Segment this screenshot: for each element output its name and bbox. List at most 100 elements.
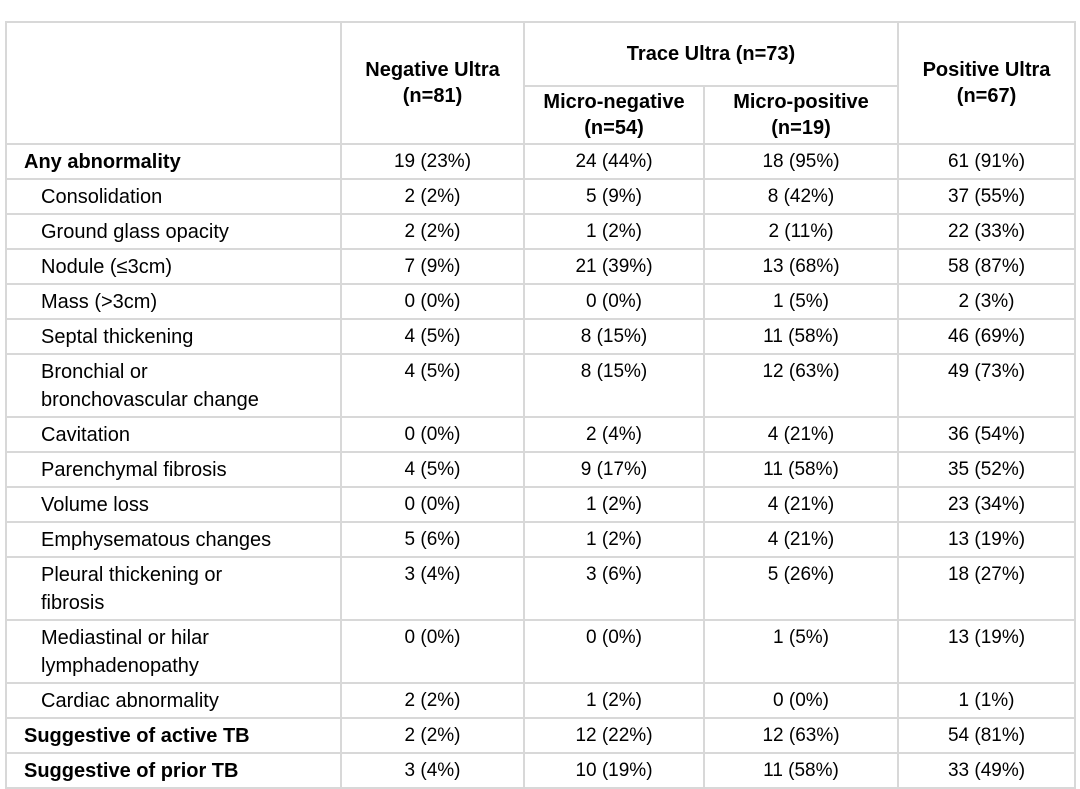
row-value: 8 (42%): [702, 178, 900, 215]
row-value: 4 (5%): [340, 353, 525, 418]
row-value: 2 (2%): [340, 682, 525, 719]
row-value: 18 (95%): [702, 143, 900, 180]
row-value: 3 (4%): [340, 556, 525, 621]
row-label: Consolidation: [5, 178, 342, 215]
header-micro-positive: Micro-positive (n=19): [702, 85, 900, 145]
row-value: 11 (58%): [702, 451, 900, 488]
header-micro-negative: Micro-negative (n=54): [523, 85, 705, 145]
row-value: 13 (68%): [702, 248, 900, 285]
ct-findings-table: Negative Ultra (n=81) Trace Ultra (n=73)…: [5, 21, 1077, 789]
table-row: Any abnormality 19 (23%) 24 (44%) 18 (95…: [5, 143, 1077, 180]
row-value: 12 (63%): [702, 353, 900, 418]
row-value: 0 (0%): [702, 682, 900, 719]
row-value: 36 (54%): [897, 416, 1077, 453]
row-label: Pleural thickening or fibrosis: [5, 556, 342, 621]
table-row: Pleural thickening or fibrosis 3 (4%) 3 …: [5, 556, 1077, 621]
row-value: 8 (15%): [523, 353, 705, 418]
row-value: 1 (1%): [897, 682, 1077, 719]
table-row: Parenchymal fibrosis 4 (5%) 9 (17%) 11 (…: [5, 451, 1077, 488]
row-label: Mediastinal or hilar lymphadenopathy: [5, 619, 342, 684]
row-value: 3 (6%): [523, 556, 705, 621]
table-body: Any abnormality 19 (23%) 24 (44%) 18 (95…: [5, 143, 1077, 789]
table-header: Negative Ultra (n=81) Trace Ultra (n=73)…: [5, 21, 1077, 145]
row-label: Nodule (≤3cm): [5, 248, 342, 285]
table-row: Cavitation 0 (0%) 2 (4%) 4 (21%) 36 (54%…: [5, 416, 1077, 453]
row-value: 35 (52%): [897, 451, 1077, 488]
row-value: 0 (0%): [340, 486, 525, 523]
row-value: 54 (81%): [897, 717, 1077, 754]
row-value: 22 (33%): [897, 213, 1077, 250]
row-value: 4 (21%): [702, 521, 900, 558]
table-row: Suggestive of prior TB 3 (4%) 10 (19%) 1…: [5, 752, 1077, 789]
row-value: 46 (69%): [897, 318, 1077, 355]
table-row: Cardiac abnormality 2 (2%) 1 (2%) 0 (0%)…: [5, 682, 1077, 719]
table-row: Septal thickening 4 (5%) 8 (15%) 11 (58%…: [5, 318, 1077, 355]
row-value: 5 (9%): [523, 178, 705, 215]
table-row: Ground glass opacity 2 (2%) 1 (2%) 2 (11…: [5, 213, 1077, 250]
row-label: Mass (>3cm): [5, 283, 342, 320]
row-value: 11 (58%): [702, 318, 900, 355]
row-value: 4 (21%): [702, 416, 900, 453]
row-value: 3 (4%): [340, 752, 525, 789]
table-row: Mediastinal or hilar lymphadenopathy 0 (…: [5, 619, 1077, 684]
table-row: Volume loss 0 (0%) 1 (2%) 4 (21%) 23 (34…: [5, 486, 1077, 523]
row-value: 13 (19%): [897, 521, 1077, 558]
table-row: Consolidation 2 (2%) 5 (9%) 8 (42%) 37 (…: [5, 178, 1077, 215]
header-positive-ultra: Positive Ultra (n=67): [897, 21, 1077, 145]
table-row: Mass (>3cm) 0 (0%) 0 (0%) 1 (5%) 2 (3%): [5, 283, 1077, 320]
row-label: Emphysematous changes: [5, 521, 342, 558]
row-value: 0 (0%): [340, 619, 525, 684]
row-value: 1 (5%): [702, 619, 900, 684]
row-value: 11 (58%): [702, 752, 900, 789]
row-label: Ground glass opacity: [5, 213, 342, 250]
row-value: 7 (9%): [340, 248, 525, 285]
row-value: 0 (0%): [340, 283, 525, 320]
row-value: 4 (5%): [340, 318, 525, 355]
row-value: 4 (21%): [702, 486, 900, 523]
row-label: Septal thickening: [5, 318, 342, 355]
row-label: Bronchial or bronchovascular change: [5, 353, 342, 418]
row-value: 10 (19%): [523, 752, 705, 789]
ct-findings-table-container: Negative Ultra (n=81) Trace Ultra (n=73)…: [5, 21, 1077, 789]
row-value: 2 (2%): [340, 213, 525, 250]
row-value: 21 (39%): [523, 248, 705, 285]
row-value: 24 (44%): [523, 143, 705, 180]
row-label: Parenchymal fibrosis: [5, 451, 342, 488]
row-value: 61 (91%): [897, 143, 1077, 180]
row-label: Volume loss: [5, 486, 342, 523]
row-value: 0 (0%): [523, 283, 705, 320]
row-label: Suggestive of active TB: [5, 717, 342, 754]
row-value: 33 (49%): [897, 752, 1077, 789]
row-value: 23 (34%): [897, 486, 1077, 523]
row-value: 8 (15%): [523, 318, 705, 355]
row-value: 4 (5%): [340, 451, 525, 488]
row-value: 13 (19%): [897, 619, 1077, 684]
header-trace-ultra: Trace Ultra (n=73): [522, 21, 900, 87]
row-value: 18 (27%): [897, 556, 1077, 621]
row-value: 19 (23%): [340, 143, 525, 180]
row-value: 1 (2%): [523, 213, 705, 250]
row-value: 1 (5%): [702, 283, 900, 320]
table-row: Nodule (≤3cm) 7 (9%) 21 (39%) 13 (68%) 5…: [5, 248, 1077, 285]
row-value: 2 (2%): [340, 717, 525, 754]
header-negative-ultra: Negative Ultra (n=81): [340, 21, 525, 145]
row-value: 1 (2%): [523, 486, 705, 523]
row-label: Suggestive of prior TB: [5, 752, 342, 789]
row-value: 12 (63%): [702, 717, 900, 754]
row-value: 58 (87%): [897, 248, 1077, 285]
row-label: Cavitation: [5, 416, 342, 453]
row-value: 1 (2%): [523, 682, 705, 719]
row-value: 0 (0%): [523, 619, 705, 684]
table-row: Emphysematous changes 5 (6%) 1 (2%) 4 (2…: [5, 521, 1077, 558]
row-value: 2 (2%): [340, 178, 525, 215]
row-value: 1 (2%): [523, 521, 705, 558]
row-value: 5 (6%): [340, 521, 525, 558]
row-value: 2 (11%): [702, 213, 900, 250]
row-value: 49 (73%): [897, 353, 1077, 418]
row-value: 9 (17%): [523, 451, 705, 488]
row-label: Any abnormality: [5, 143, 342, 180]
row-value: 37 (55%): [897, 178, 1077, 215]
header-corner-cell: [5, 21, 342, 145]
row-value: 2 (4%): [523, 416, 705, 453]
row-label: Cardiac abnormality: [5, 682, 342, 719]
